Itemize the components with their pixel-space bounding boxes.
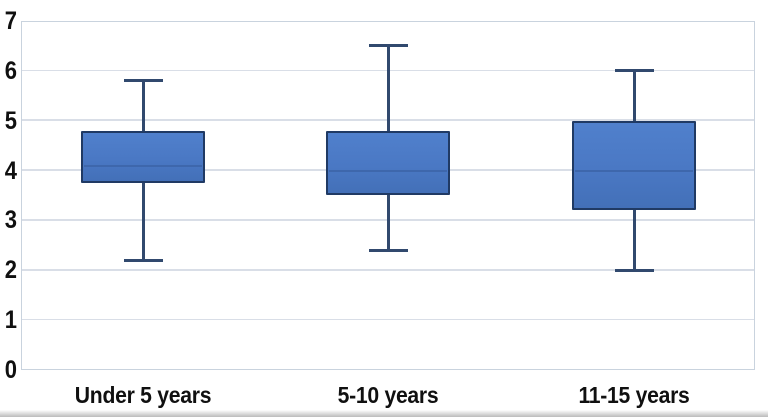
whisker-cap-top-1 — [368, 44, 408, 48]
y-tick-label-4: 4 — [4, 156, 17, 185]
whisker-cap-bottom-1 — [368, 248, 408, 252]
box-0 — [81, 130, 205, 184]
median-line-1 — [329, 169, 447, 172]
page-edge-shadow — [0, 410, 768, 417]
whisker-cap-top-2 — [614, 69, 654, 73]
whisker-cap-bottom-2 — [614, 268, 654, 272]
median-line-0 — [84, 164, 202, 167]
x-label-2: 11-15 years — [578, 382, 690, 408]
gridline-y1 — [22, 318, 754, 321]
whisker-cap-top-0 — [123, 79, 163, 83]
y-tick-label-7: 7 — [4, 7, 17, 35]
y-tick-label-0: 0 — [4, 356, 17, 384]
x-label-0: Under 5 years — [74, 382, 212, 408]
x-label-1: 5-10 years — [337, 382, 439, 408]
y-tick-label-6: 6 — [4, 56, 17, 85]
whisker-cap-bottom-0 — [123, 258, 163, 262]
y-tick-label-1: 1 — [4, 306, 17, 335]
box-1 — [326, 130, 450, 196]
box-2 — [572, 120, 696, 211]
y-tick-label-3: 3 — [4, 206, 17, 235]
median-line-2 — [575, 169, 693, 172]
y-tick-label-2: 2 — [4, 256, 17, 285]
gridline-y2 — [22, 268, 754, 271]
y-tick-label-5: 5 — [4, 106, 17, 135]
